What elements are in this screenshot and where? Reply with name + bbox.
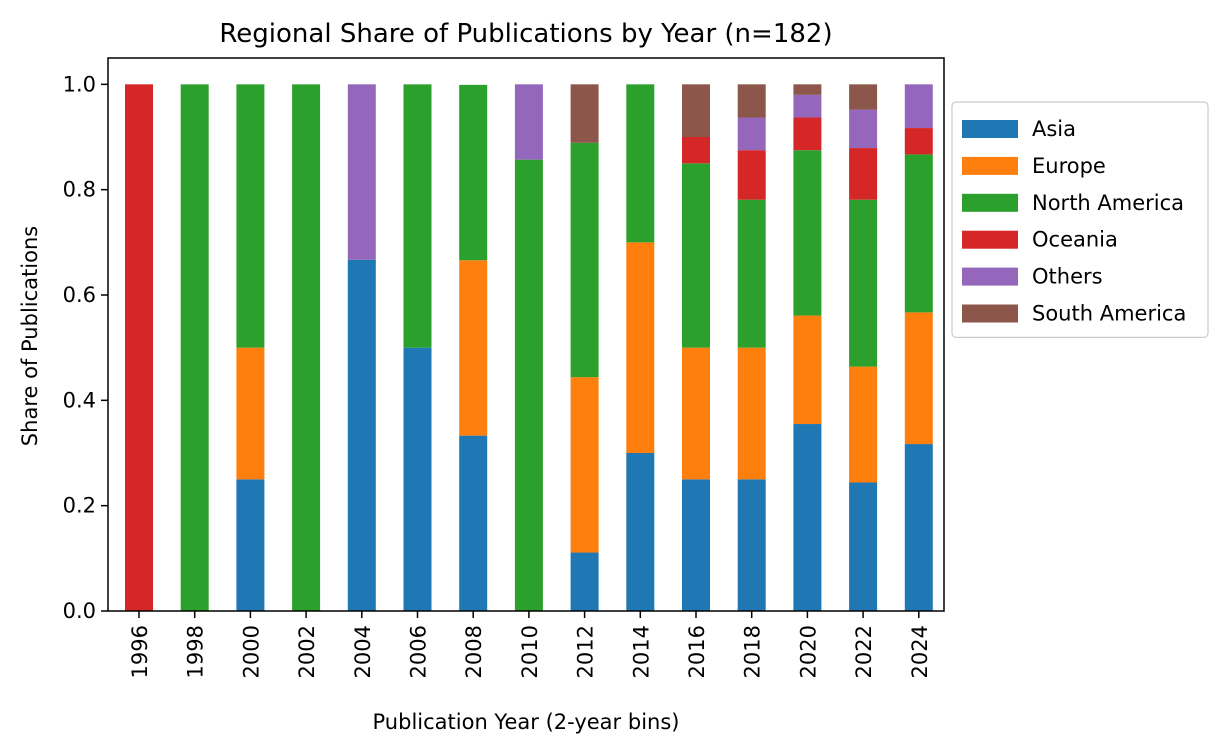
chart-title: Regional Share of Publications by Year (…	[219, 19, 832, 49]
bar-2012-north-america	[570, 142, 599, 378]
x-tick-label: 2002	[295, 625, 319, 678]
bar-2018-others	[737, 117, 766, 151]
legend-label-europe: Europe	[1032, 154, 1106, 178]
legend-swatch-south-america	[962, 304, 1018, 323]
bar-2010-north-america	[514, 159, 543, 611]
y-tick-label: 0.0	[63, 599, 96, 623]
legend-label-oceania: Oceania	[1032, 228, 1118, 252]
legend-swatch-asia	[962, 120, 1018, 138]
y-tick-label: 0.8	[63, 178, 96, 202]
x-tick-label: 2008	[462, 625, 486, 678]
x-tick-label: 2024	[908, 625, 932, 678]
bar-2016-oceania	[682, 137, 710, 164]
bar-2018-oceania	[737, 150, 766, 200]
bar-2020-others	[793, 94, 822, 118]
bar-2012-south-america	[570, 84, 599, 143]
bar-2002-north-america	[292, 84, 321, 611]
bar-2024-others	[904, 84, 933, 129]
x-tick-label: 2016	[685, 625, 709, 678]
bar-2024-europe	[904, 312, 933, 445]
legend-swatch-europe	[962, 156, 1018, 175]
legend-label-asia: Asia	[1032, 117, 1076, 141]
x-tick-label: 2010	[518, 625, 542, 678]
bar-2020-europe	[793, 315, 822, 425]
bar-1996-oceania	[125, 84, 153, 611]
y-tick-label: 0.6	[63, 283, 96, 307]
x-tick-label: 2012	[574, 625, 598, 678]
bar-2016-north-america	[682, 163, 710, 348]
bar-2024-asia	[904, 444, 933, 611]
bar-2022-south-america	[849, 84, 878, 110]
bar-2008-asia	[459, 435, 488, 611]
y-tick-label: 0.2	[63, 494, 96, 518]
bar-2010-others	[514, 84, 543, 160]
bar-2012-europe	[570, 377, 599, 553]
legend-label-south-america: South America	[1032, 302, 1186, 326]
bar-2024-north-america	[904, 154, 933, 313]
y-tick-label: 1.0	[63, 72, 96, 96]
x-tick-label: 2020	[796, 625, 820, 678]
bar-2022-oceania	[849, 148, 878, 200]
bar-2022-europe	[849, 366, 878, 483]
legend-swatch-north-america	[962, 193, 1018, 212]
bar-2022-north-america	[849, 199, 878, 367]
x-tick-label: 2014	[629, 625, 653, 678]
bar-2004-asia	[347, 259, 376, 611]
legend: Asia Europe North America Oceania Others Sout…	[951, 101, 1209, 338]
x-tick-label: 2018	[741, 625, 765, 678]
bar-2020-north-america	[793, 150, 822, 316]
bar-2024-oceania	[904, 128, 933, 155]
bars-group	[125, 84, 933, 611]
bar-2008-north-america	[459, 84, 488, 261]
bar-2014-north-america	[626, 84, 655, 243]
legend-swatch-oceania	[962, 230, 1018, 249]
bar-2008-europe	[459, 260, 488, 436]
bar-2022-others	[849, 109, 878, 149]
bar-2020-asia	[793, 424, 822, 611]
bar-2016-asia	[682, 479, 710, 611]
bar-2006-asia	[403, 347, 432, 611]
bar-2000-europe	[236, 347, 265, 480]
legend-label-others: Others	[1032, 265, 1103, 289]
bar-2016-europe	[682, 347, 710, 480]
x-tick-label: 2022	[852, 625, 876, 678]
bar-2016-south-america	[682, 84, 710, 137]
bar-2018-north-america	[737, 199, 766, 348]
plot-frame	[107, 57, 945, 612]
bar-2022-asia	[849, 482, 878, 611]
bar-2014-europe	[626, 242, 655, 453]
bar-2018-south-america	[737, 84, 766, 118]
x-tick-label: 1996	[128, 625, 152, 678]
x-tick-label: 2006	[407, 625, 431, 678]
bar-2018-asia	[737, 479, 766, 611]
bar-2020-oceania	[793, 117, 822, 151]
y-axis-ticks: 0.0 0.2 0.4 0.6 0.8 1.0	[63, 72, 108, 623]
bar-2012-asia	[570, 552, 599, 611]
x-axis-label: Publication Year (2-year bins)	[373, 710, 680, 734]
legend-swatch-others	[962, 267, 1018, 286]
bar-2014-asia	[626, 453, 655, 611]
bar-2000-asia	[236, 479, 265, 611]
bar-2000-north-america	[236, 84, 265, 348]
x-axis-ticks: 1996 1998 2000 2002 2004 2006 2008 2010 2012 2014…	[128, 611, 932, 678]
x-tick-label: 1998	[184, 625, 208, 678]
y-tick-label: 0.4	[63, 388, 96, 412]
x-tick-label: 2000	[239, 625, 263, 678]
x-tick-label: 2004	[351, 625, 375, 678]
bar-2004-others	[347, 84, 376, 260]
y-axis-label: Share of Publications	[18, 226, 42, 446]
legend-label-north-america: North America	[1032, 191, 1184, 215]
bar-2006-north-america	[403, 84, 432, 348]
bar-2020-south-america	[793, 84, 822, 95]
bar-2018-europe	[737, 347, 766, 480]
bar-1998-north-america	[180, 84, 209, 611]
